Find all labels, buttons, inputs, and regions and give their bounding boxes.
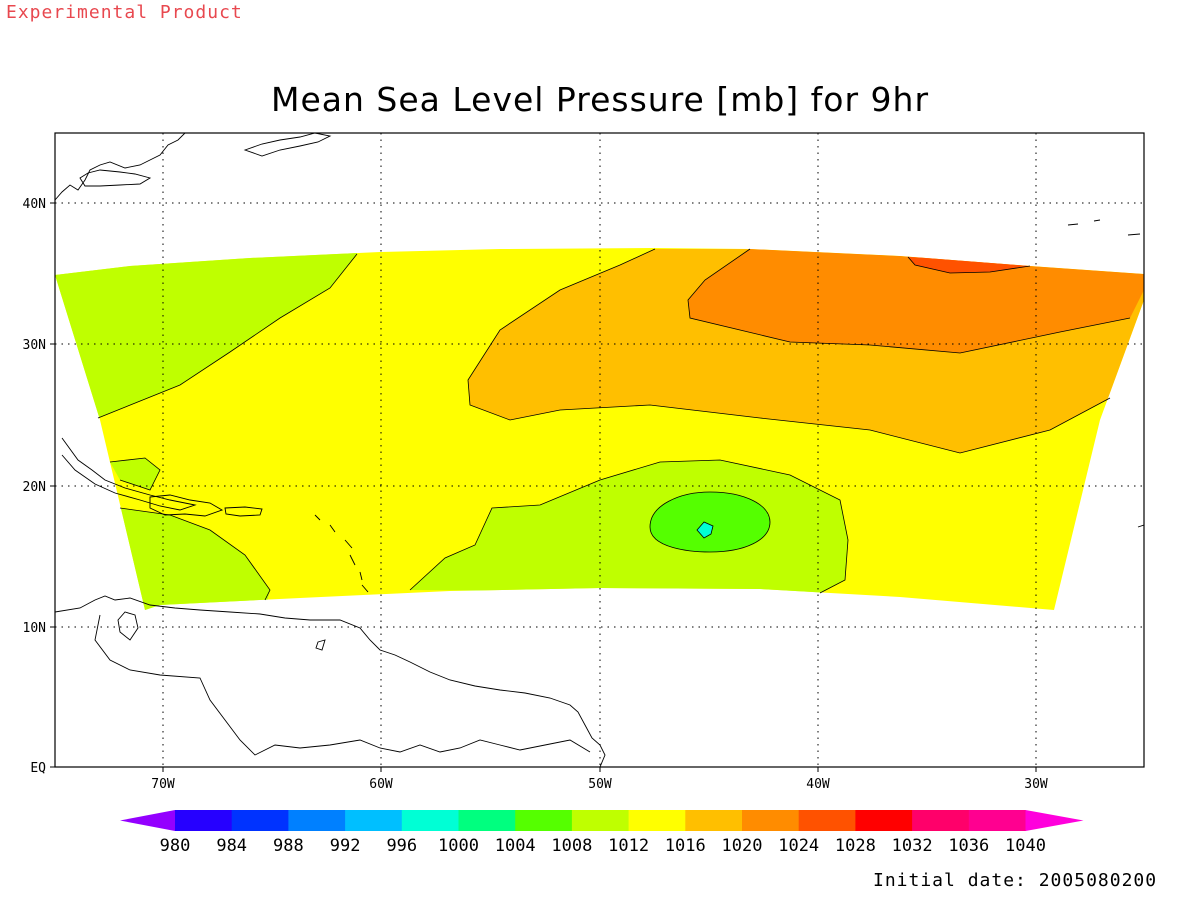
contour-1012-caribbean-east xyxy=(109,457,161,491)
contour-lines xyxy=(97,248,1131,601)
lon-label-60w: 60W xyxy=(369,777,393,792)
contour-1004 xyxy=(649,491,771,553)
cuba-coast xyxy=(61,437,197,511)
region-1008-south xyxy=(410,460,848,593)
initial-date: Initial date: 2005080200 xyxy=(873,870,1158,891)
colorbar-label: 1028 xyxy=(835,836,876,856)
maine-coast xyxy=(79,169,152,187)
colorbar-labels: 980 984 988 992 996 1000 1004 1008 1012 1016 1020 1… xyxy=(160,836,1046,856)
colorbar-swatch xyxy=(855,810,913,831)
colorbar-label: 984 xyxy=(216,836,247,856)
colorbar-swatch xyxy=(628,810,686,831)
colorbar-swatch xyxy=(401,810,459,831)
lon-label-50w: 50W xyxy=(588,777,612,792)
colorbar-label: 1008 xyxy=(551,836,592,856)
colorbar-swatch xyxy=(175,810,233,831)
lat-label-40n: 40N xyxy=(23,197,46,212)
azores-islands xyxy=(1067,219,1141,236)
colorbar-swatch xyxy=(288,810,346,831)
region-1024 xyxy=(908,257,1030,273)
trinidad-coast xyxy=(315,639,326,651)
colorbar xyxy=(120,810,1084,831)
map-title: Mean Sea Level Pressure [mb] for 9hr xyxy=(270,80,930,119)
colorbar-swatch xyxy=(345,810,403,831)
contour-1020 xyxy=(687,248,1131,354)
region-1004-low xyxy=(650,492,770,552)
colorbar-arrow-high xyxy=(1025,810,1084,831)
region-1008-caribbean-east xyxy=(110,458,160,490)
colorbar-label: 988 xyxy=(273,836,304,856)
colorbar-label: 1032 xyxy=(892,836,933,856)
contour-1000 xyxy=(696,521,714,539)
colorbar-swatch xyxy=(231,810,289,831)
contour-1024 xyxy=(907,256,1031,274)
region-1008-caribbean xyxy=(120,508,270,610)
lat-label-20n: 20N xyxy=(23,480,46,495)
venezuela-inland xyxy=(94,614,591,756)
north-america-coast xyxy=(55,133,186,201)
colorbar-label: 1000 xyxy=(438,836,479,856)
plot-area xyxy=(55,133,1144,767)
colorbar-swatch xyxy=(685,810,743,831)
colorbar-label: 980 xyxy=(160,836,191,856)
colorbar-label: 992 xyxy=(330,836,361,856)
coastlines xyxy=(55,133,1144,767)
nova-scotia-coast xyxy=(243,133,332,157)
puerto-rico-coast xyxy=(224,506,263,517)
cape-verde-island xyxy=(1137,524,1144,528)
colorbar-label: 1020 xyxy=(722,836,763,856)
colorbar-swatch xyxy=(968,810,1026,831)
region-1008-west xyxy=(55,248,357,420)
experimental-product-label: Experimental Product xyxy=(6,2,243,23)
colorbar-label: 1024 xyxy=(778,836,819,856)
hispaniola-coast xyxy=(149,494,224,517)
contour-1012-west xyxy=(97,253,358,419)
colorbar-swatch xyxy=(912,810,970,831)
lake-maracaibo xyxy=(117,611,139,641)
lon-label-40w: 40W xyxy=(806,777,830,792)
lon-label-30w: 30W xyxy=(1024,777,1048,792)
colorbar-label: 1040 xyxy=(1005,836,1046,856)
axis-labels: 40N 30N 20N 10N EQ 70W 60W 50W 40W 30W xyxy=(23,197,1048,792)
colorbar-swatch xyxy=(571,810,630,831)
lat-label-10n: 10N xyxy=(23,621,46,636)
lesser-antilles xyxy=(314,514,369,593)
colorbar-label: 1012 xyxy=(608,836,649,856)
south-america-coast xyxy=(55,595,606,767)
colorbar-label: 1004 xyxy=(495,836,536,856)
colorbar-swatch xyxy=(458,810,516,831)
colorbar-swatch xyxy=(798,810,856,831)
lat-label-30n: 30N xyxy=(23,338,46,353)
colorbar-label: 996 xyxy=(386,836,417,856)
colorbar-label: 1036 xyxy=(948,836,989,856)
axis-ticks xyxy=(50,202,1037,772)
colorbar-label: 1016 xyxy=(665,836,706,856)
lat-label-eq: EQ xyxy=(30,761,46,776)
colorbar-swatch xyxy=(742,810,800,831)
colorbar-swatch xyxy=(515,810,573,831)
contour-1008-south xyxy=(409,459,849,594)
lon-label-70w: 70W xyxy=(151,777,175,792)
colorbar-arrow-low xyxy=(120,810,175,831)
contour-1016 xyxy=(467,248,1111,454)
region-1020 xyxy=(688,249,1144,353)
